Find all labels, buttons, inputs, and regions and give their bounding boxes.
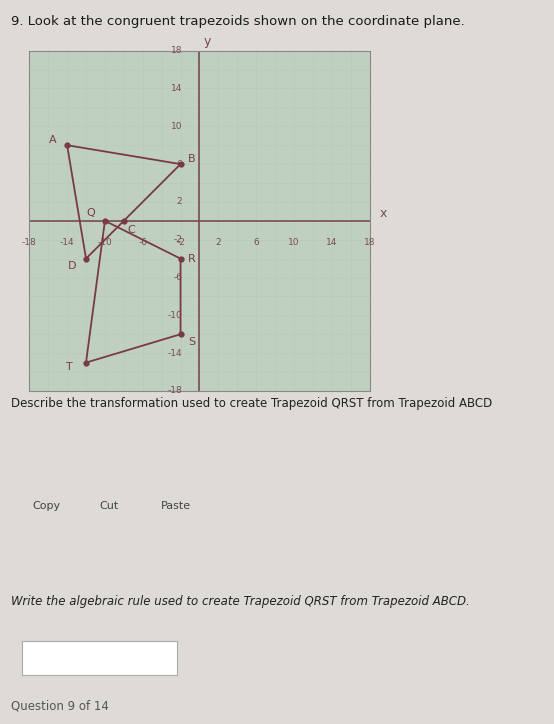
Text: T: T bbox=[65, 362, 73, 372]
Text: 18: 18 bbox=[364, 238, 375, 247]
Text: D: D bbox=[68, 261, 76, 272]
Text: -18: -18 bbox=[22, 238, 37, 247]
Text: -18: -18 bbox=[168, 387, 182, 395]
Text: 14: 14 bbox=[326, 238, 337, 247]
Text: -14: -14 bbox=[60, 238, 74, 247]
Text: 9. Look at the congruent trapezoids shown on the coordinate plane.: 9. Look at the congruent trapezoids show… bbox=[11, 14, 465, 28]
Text: Cut: Cut bbox=[100, 501, 119, 511]
Text: -6: -6 bbox=[173, 273, 182, 282]
Text: 2: 2 bbox=[216, 238, 221, 247]
Text: -10: -10 bbox=[168, 311, 182, 320]
Text: 10: 10 bbox=[288, 238, 300, 247]
Text: 2: 2 bbox=[177, 198, 182, 206]
Text: -14: -14 bbox=[168, 349, 182, 358]
Text: -2: -2 bbox=[173, 235, 182, 244]
Text: 14: 14 bbox=[171, 84, 182, 93]
Text: R: R bbox=[188, 253, 196, 264]
Text: x: x bbox=[380, 207, 387, 220]
Text: 6: 6 bbox=[253, 238, 259, 247]
Text: B: B bbox=[188, 154, 196, 164]
Text: -6: -6 bbox=[138, 238, 147, 247]
Text: -2: -2 bbox=[176, 238, 185, 247]
Text: Q: Q bbox=[86, 209, 95, 218]
Text: Describe the transformation used to create Trapezoid QRST from Trapezoid ABCD: Describe the transformation used to crea… bbox=[11, 397, 493, 410]
Text: Question 9 of 14: Question 9 of 14 bbox=[11, 699, 109, 712]
Text: Copy: Copy bbox=[33, 501, 60, 511]
Text: Paste: Paste bbox=[161, 501, 191, 511]
Text: S: S bbox=[188, 337, 196, 347]
Text: C: C bbox=[127, 225, 135, 235]
Text: y: y bbox=[203, 35, 211, 48]
Text: A: A bbox=[49, 135, 57, 146]
Text: 18: 18 bbox=[171, 46, 182, 55]
Text: 10: 10 bbox=[171, 122, 182, 131]
Text: -10: -10 bbox=[98, 238, 112, 247]
Text: Write the algebraic rule used to create Trapezoid QRST from Trapezoid ABCD.: Write the algebraic rule used to create … bbox=[11, 594, 470, 607]
Text: 6: 6 bbox=[177, 159, 182, 169]
